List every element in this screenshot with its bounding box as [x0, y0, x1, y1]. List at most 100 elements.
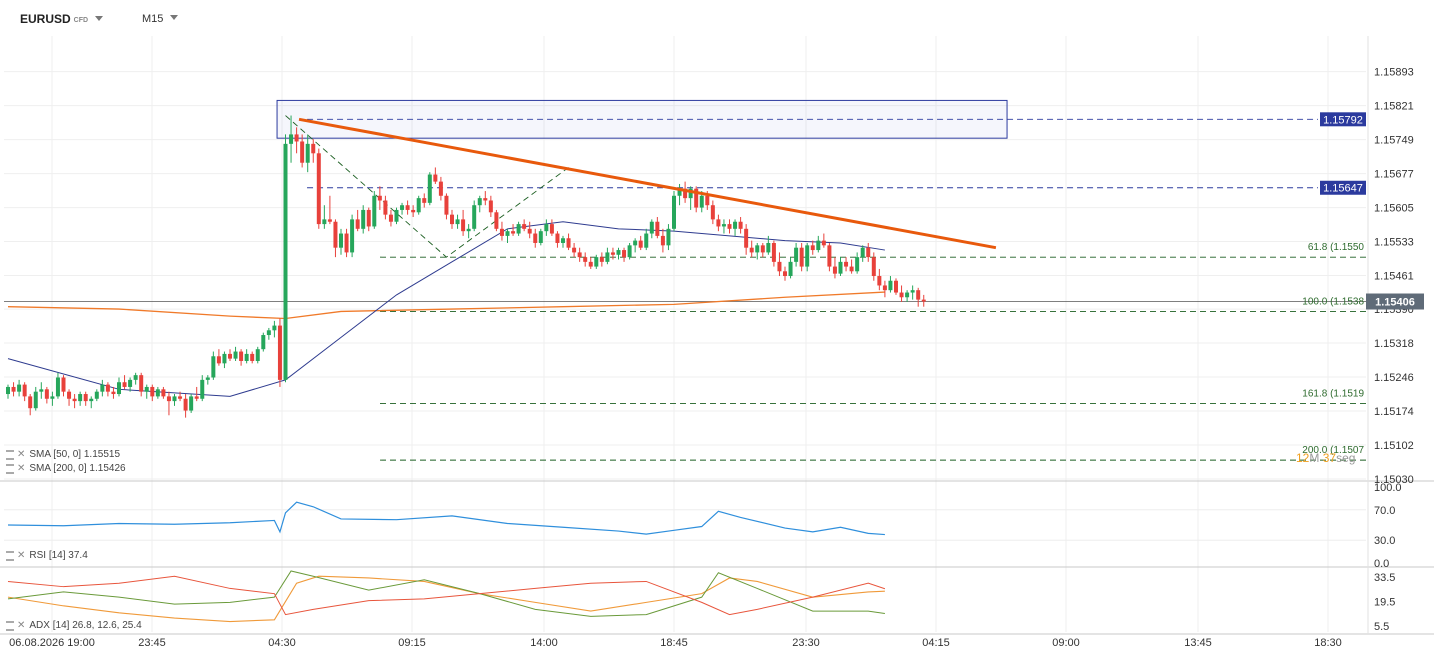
candle [83, 391, 88, 406]
countdown-min: 12 [1296, 451, 1310, 465]
candle [322, 205, 327, 229]
rsi-line [7, 501, 885, 536]
candle [799, 242, 804, 272]
symbol-tag: CFD [73, 17, 89, 24]
rsi-label: RSI [14] 37.4 [29, 550, 88, 561]
candle [438, 176, 443, 201]
candle [244, 349, 249, 364]
candle-body [588, 261, 593, 267]
candle-body [505, 231, 510, 236]
candle-body [339, 233, 343, 248]
candle [477, 195, 482, 213]
candle [239, 349, 244, 366]
candle [483, 191, 488, 206]
candle [105, 382, 110, 397]
candle [821, 233, 826, 248]
candle [910, 285, 915, 300]
candle [200, 375, 205, 402]
price-tick-label: 1.15533 [1374, 237, 1414, 249]
candle-body [894, 280, 898, 293]
settings-icon[interactable] [6, 550, 14, 561]
rsi-pane [4, 501, 1366, 541]
time-tick-label: 14:00 [530, 637, 558, 649]
settings-icon[interactable] [6, 449, 14, 460]
candle [544, 219, 549, 236]
candle [311, 139, 316, 163]
candle-body [555, 233, 560, 243]
candle-body [788, 261, 793, 277]
candle-body [72, 398, 77, 402]
candle-body [755, 245, 760, 253]
sma50-legend[interactable]: ✕ SMA [50, 0] 1.15515 [6, 449, 120, 460]
fib-level-label: 200.0 (1.1507 [1302, 445, 1364, 456]
candle [144, 384, 149, 399]
remove-icon[interactable]: ✕ [17, 620, 26, 631]
candle-body [688, 188, 693, 199]
rsi-legend[interactable]: ✕ RSI [14] 37.4 [6, 550, 88, 561]
candle-body [394, 209, 399, 222]
candle [627, 242, 632, 260]
candle-body [760, 245, 765, 253]
candle [849, 259, 854, 274]
candle-body [827, 245, 832, 267]
candle-body [738, 221, 743, 229]
candle-body [783, 271, 787, 277]
adx-legend[interactable]: ✕ ADX [14] 26.8, 12.6, 25.4 [6, 620, 142, 631]
candle-body [660, 235, 665, 246]
candle-body [216, 356, 221, 364]
candle-body [411, 209, 416, 213]
candle-body [749, 247, 754, 253]
settings-icon[interactable] [6, 620, 14, 631]
candle-body [211, 356, 216, 378]
candle [333, 219, 338, 258]
remove-icon[interactable]: ✕ [17, 449, 26, 460]
candle [205, 375, 210, 385]
candle-body [316, 153, 321, 225]
candle-body [377, 195, 382, 201]
candle-body [638, 240, 643, 248]
candle-body [433, 174, 438, 182]
candle-body [305, 143, 310, 163]
candle-body [888, 280, 893, 291]
time-tick-label: 06.08.2026 19:00 [9, 637, 95, 649]
remove-icon[interactable]: ✕ [17, 463, 26, 474]
candle [78, 391, 83, 406]
candle-body [400, 205, 405, 210]
time-tick-label: 18:30 [1314, 637, 1342, 649]
candle [405, 200, 410, 215]
candle [383, 195, 388, 220]
candle [6, 384, 10, 399]
candle-body [289, 134, 294, 144]
candle-body [422, 198, 427, 203]
candle [794, 242, 799, 267]
candle-body [344, 233, 349, 253]
candle-body [294, 134, 299, 142]
candle-body [461, 219, 466, 232]
timeframe-selector[interactable]: M15 [142, 13, 179, 25]
candle [855, 252, 860, 274]
candle [166, 391, 171, 416]
candle-body [499, 228, 504, 236]
candle [272, 320, 277, 338]
candle [832, 257, 837, 279]
candle-body [266, 330, 271, 336]
candle [866, 242, 871, 262]
candle [610, 247, 615, 260]
candle-body [183, 398, 188, 411]
remove-icon[interactable]: ✕ [17, 550, 26, 561]
candle [355, 209, 360, 232]
candle [294, 127, 299, 154]
sma200-legend[interactable]: ✕ SMA [200, 0] 1.15426 [6, 463, 126, 474]
settings-icon[interactable] [6, 463, 14, 474]
candle-body [599, 257, 604, 262]
symbol-selector[interactable]: EURUSD CFD [20, 12, 104, 26]
di-minus-line [7, 575, 886, 616]
candle [588, 257, 593, 269]
candle [844, 257, 849, 272]
rsi-tick-label: 30.0 [1374, 535, 1395, 547]
candle [450, 209, 454, 229]
candle-body [28, 396, 33, 409]
candle [499, 221, 504, 241]
candle [128, 377, 133, 392]
